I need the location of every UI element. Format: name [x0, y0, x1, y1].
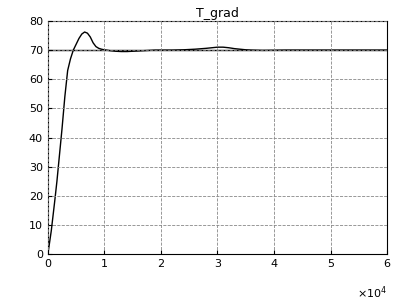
Text: $\times 10^4$: $\times 10^4$: [357, 284, 387, 299]
Title: T_grad: T_grad: [196, 7, 239, 20]
